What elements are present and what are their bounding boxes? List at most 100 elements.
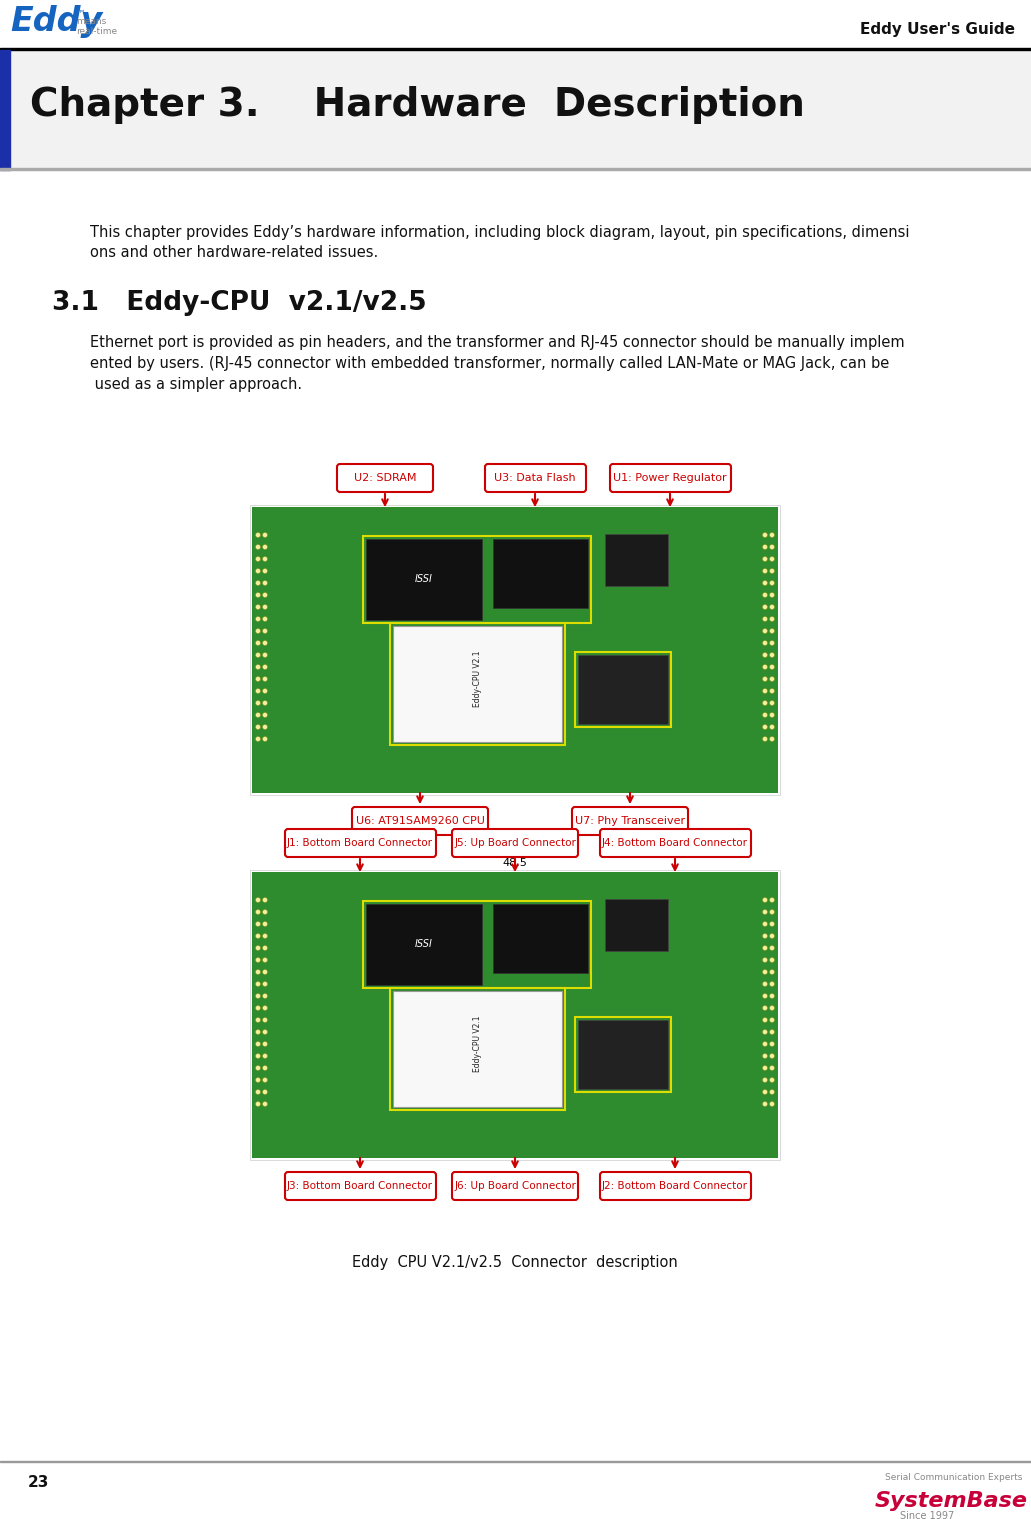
- Circle shape: [763, 1030, 767, 1034]
- Circle shape: [763, 580, 767, 585]
- FancyBboxPatch shape: [600, 829, 751, 857]
- Text: U7: Phy Transceiver: U7: Phy Transceiver: [575, 816, 685, 826]
- Bar: [252, 507, 778, 793]
- Circle shape: [769, 629, 774, 633]
- Circle shape: [763, 993, 767, 998]
- Circle shape: [769, 664, 774, 670]
- Circle shape: [263, 981, 267, 986]
- Circle shape: [769, 556, 774, 562]
- Text: real-time: real-time: [76, 27, 118, 36]
- Circle shape: [263, 969, 267, 975]
- Circle shape: [763, 910, 767, 914]
- Bar: [250, 870, 780, 1161]
- Text: Eddy: Eddy: [10, 5, 102, 38]
- Circle shape: [263, 688, 267, 694]
- Text: U2: SDRAM: U2: SDRAM: [354, 472, 417, 483]
- Circle shape: [769, 676, 774, 682]
- FancyBboxPatch shape: [352, 807, 488, 835]
- Bar: [390, 623, 565, 744]
- Text: ons and other hardware-related issues.: ons and other hardware-related issues.: [90, 245, 378, 260]
- Circle shape: [763, 1089, 767, 1095]
- Circle shape: [256, 993, 261, 998]
- Circle shape: [256, 676, 261, 682]
- Bar: [252, 872, 778, 1157]
- Circle shape: [263, 676, 267, 682]
- Circle shape: [263, 556, 267, 562]
- Circle shape: [263, 617, 267, 621]
- Bar: [0, 49, 1031, 50]
- Circle shape: [763, 981, 767, 986]
- Circle shape: [769, 725, 774, 729]
- Circle shape: [263, 1018, 267, 1022]
- Circle shape: [769, 605, 774, 609]
- Circle shape: [263, 1042, 267, 1047]
- Circle shape: [256, 580, 261, 585]
- Bar: [605, 899, 668, 951]
- Circle shape: [769, 1077, 774, 1083]
- Circle shape: [763, 712, 767, 717]
- Circle shape: [769, 1018, 774, 1022]
- Circle shape: [263, 1065, 267, 1071]
- Bar: [393, 626, 562, 741]
- Circle shape: [256, 544, 261, 550]
- Circle shape: [769, 969, 774, 975]
- Circle shape: [763, 568, 767, 574]
- Circle shape: [263, 945, 267, 951]
- Circle shape: [769, 945, 774, 951]
- Circle shape: [256, 969, 261, 975]
- Circle shape: [256, 664, 261, 670]
- Circle shape: [256, 641, 261, 646]
- Text: U6: AT91SAM9260 CPU: U6: AT91SAM9260 CPU: [356, 816, 485, 826]
- Text: J4: Bottom Board Connector: J4: Bottom Board Connector: [602, 838, 749, 848]
- Bar: [10, 50, 1031, 170]
- Circle shape: [763, 605, 767, 609]
- Circle shape: [763, 1065, 767, 1071]
- Circle shape: [256, 945, 261, 951]
- Bar: [575, 1018, 671, 1092]
- Bar: [493, 904, 588, 974]
- Text: SystemBase: SystemBase: [875, 1492, 1028, 1511]
- Circle shape: [763, 641, 767, 646]
- Circle shape: [763, 1101, 767, 1106]
- Text: U3: Data Flash: U3: Data Flash: [494, 472, 575, 483]
- Circle shape: [763, 544, 767, 550]
- Circle shape: [256, 725, 261, 729]
- Bar: [493, 539, 588, 608]
- Circle shape: [763, 922, 767, 927]
- Circle shape: [763, 700, 767, 705]
- Circle shape: [256, 898, 261, 902]
- FancyBboxPatch shape: [610, 463, 731, 492]
- Bar: [366, 904, 483, 984]
- Text: Eddy  CPU V2.1/v2.5  Device  description: Eddy CPU V2.1/v2.5 Device description: [365, 886, 665, 899]
- Circle shape: [763, 592, 767, 597]
- Circle shape: [763, 617, 767, 621]
- Circle shape: [769, 957, 774, 963]
- Circle shape: [256, 1042, 261, 1047]
- Bar: [363, 901, 591, 987]
- Circle shape: [769, 1054, 774, 1059]
- Circle shape: [769, 700, 774, 705]
- Circle shape: [763, 945, 767, 951]
- Circle shape: [256, 910, 261, 914]
- Circle shape: [763, 1006, 767, 1010]
- Circle shape: [263, 898, 267, 902]
- Circle shape: [256, 1018, 261, 1022]
- Circle shape: [763, 556, 767, 562]
- Circle shape: [769, 568, 774, 574]
- FancyBboxPatch shape: [452, 1173, 578, 1200]
- Circle shape: [769, 544, 774, 550]
- Text: J6: Up Board Connector: J6: Up Board Connector: [454, 1180, 576, 1191]
- Circle shape: [256, 737, 261, 741]
- Circle shape: [263, 1054, 267, 1059]
- Circle shape: [256, 712, 261, 717]
- Text: means: means: [76, 17, 106, 26]
- Text: 48.5: 48.5: [502, 858, 528, 867]
- Circle shape: [263, 993, 267, 998]
- Circle shape: [256, 568, 261, 574]
- Bar: [575, 652, 671, 728]
- Circle shape: [263, 910, 267, 914]
- Circle shape: [769, 580, 774, 585]
- Text: Eddy-CPU V2.1: Eddy-CPU V2.1: [472, 650, 481, 708]
- Circle shape: [263, 700, 267, 705]
- Circle shape: [763, 1077, 767, 1083]
